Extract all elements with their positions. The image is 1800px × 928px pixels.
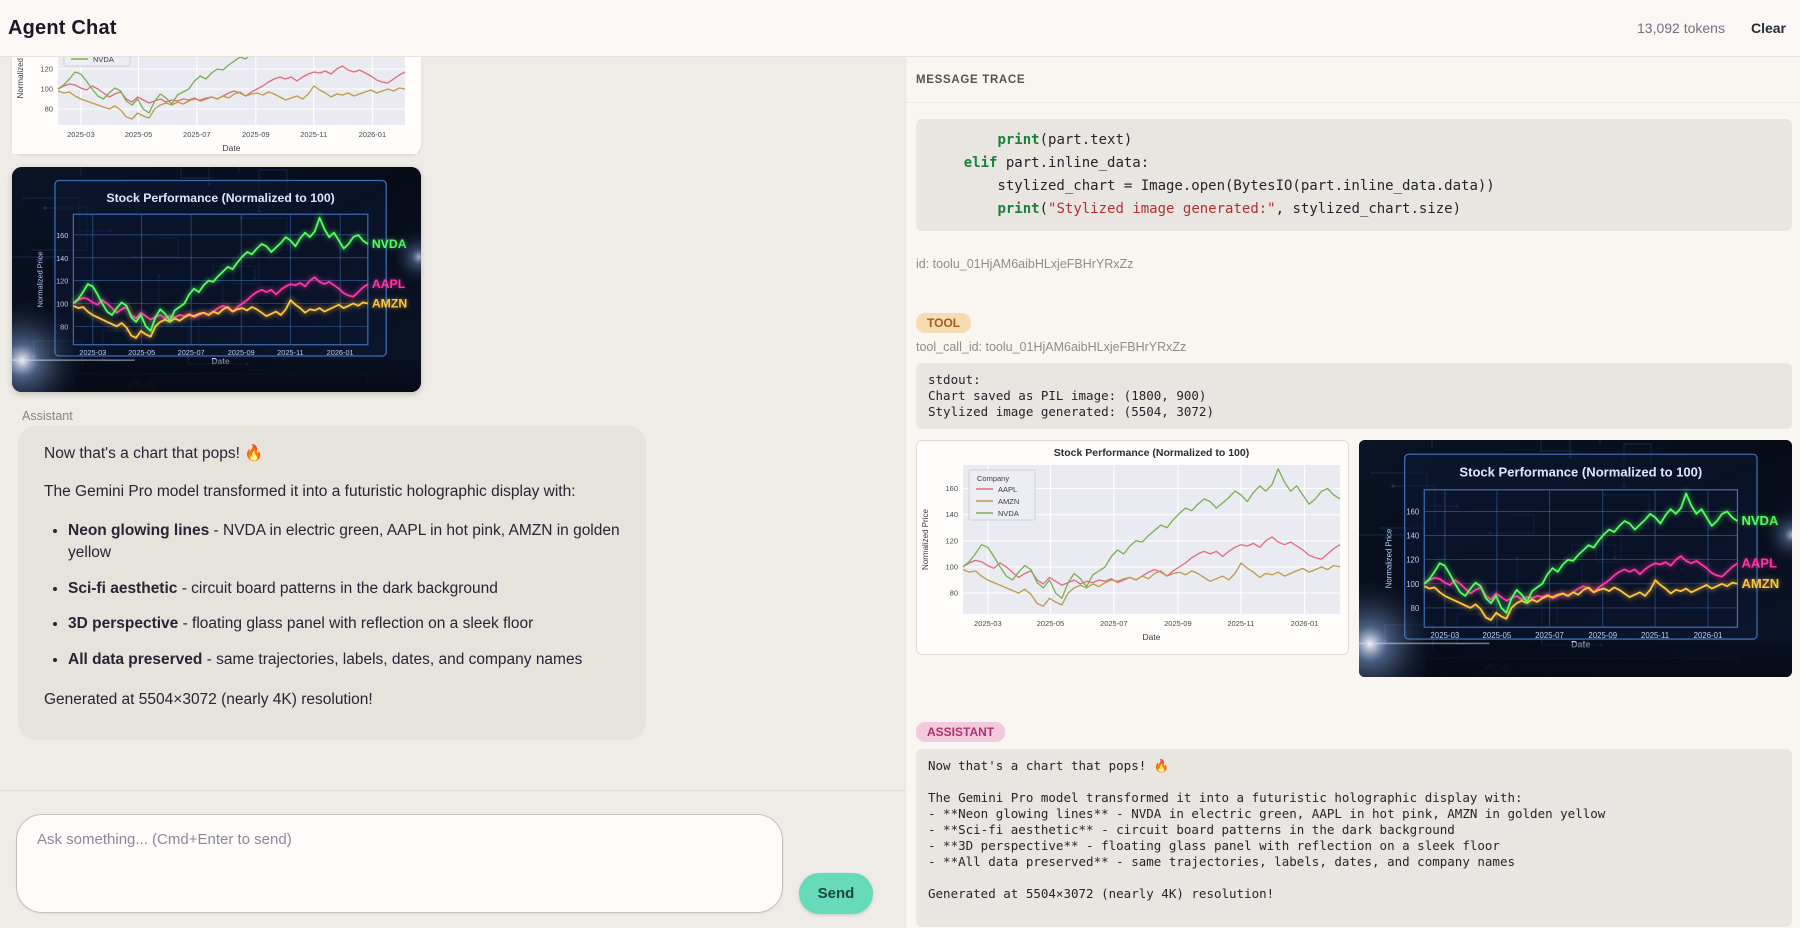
svg-text:2025-05: 2025-05 bbox=[1483, 631, 1512, 640]
feature-list: Neon glowing lines - NVDA in electric gr… bbox=[50, 520, 620, 671]
svg-text:AAPL: AAPL bbox=[1741, 555, 1777, 570]
svg-text:100: 100 bbox=[1406, 580, 1420, 589]
svg-text:AMZN: AMZN bbox=[1741, 576, 1779, 591]
svg-text:2025-09: 2025-09 bbox=[228, 348, 255, 357]
svg-text:2026-01: 2026-01 bbox=[1694, 631, 1723, 640]
svg-text:2025-11: 2025-11 bbox=[1641, 631, 1669, 640]
neon-chart: Stock Performance (Normalized to 100)801… bbox=[12, 167, 421, 392]
svg-text:80: 80 bbox=[45, 105, 53, 114]
message-line: The Gemini Pro model transformed it into… bbox=[44, 483, 576, 501]
svg-text:Normalized Price: Normalized Price bbox=[36, 251, 45, 307]
svg-text:2025-07: 2025-07 bbox=[183, 130, 211, 139]
svg-text:120: 120 bbox=[945, 536, 958, 545]
chart-thumbnail-light[interactable]: 80 100 120 140 160 2025-03 2025-05 2025-07 2025-… bbox=[916, 440, 1349, 655]
stdout-block: stdout: Chart saved as PIL image: (1800,… bbox=[916, 363, 1792, 429]
svg-text:Normalized Price: Normalized Price bbox=[16, 57, 25, 98]
svg-text:160: 160 bbox=[56, 231, 68, 240]
chat-message-list[interactable]: 80 100 120 140 160 2025-03 2025-05 2025-07 2025-… bbox=[0, 57, 905, 790]
svg-text:2025-07: 2025-07 bbox=[1100, 619, 1128, 628]
svg-text:AAPL: AAPL bbox=[372, 277, 406, 291]
svg-text:120: 120 bbox=[56, 277, 68, 286]
svg-text:2025-11: 2025-11 bbox=[1227, 619, 1254, 628]
svg-text:120: 120 bbox=[1406, 556, 1420, 565]
svg-text:140: 140 bbox=[1406, 532, 1420, 541]
svg-text:2025-05: 2025-05 bbox=[128, 348, 155, 357]
assistant-role-label: Assistant bbox=[22, 409, 73, 423]
svg-text:Stock Performance (Normalized: Stock Performance (Normalized to 100) bbox=[1054, 447, 1249, 459]
svg-text:Normalized Price: Normalized Price bbox=[1385, 529, 1394, 589]
svg-text:Company: Company bbox=[977, 474, 1009, 483]
svg-text:2025-03: 2025-03 bbox=[79, 348, 106, 357]
svg-text:AAPL: AAPL bbox=[998, 485, 1017, 494]
svg-text:2025-07: 2025-07 bbox=[178, 348, 205, 357]
svg-text:Stock Performance (Normalized: Stock Performance (Normalized to 100) bbox=[106, 191, 334, 205]
svg-text:2025-09: 2025-09 bbox=[242, 130, 270, 139]
feature-list-item: Neon glowing lines - NVDA in electric gr… bbox=[68, 520, 620, 565]
svg-text:140: 140 bbox=[56, 254, 68, 263]
svg-text:100: 100 bbox=[56, 300, 68, 309]
python-code-block: print(part.text) elif part.inline_data: … bbox=[916, 119, 1792, 231]
svg-text:2025-05: 2025-05 bbox=[125, 130, 153, 139]
svg-text:AMZN: AMZN bbox=[1741, 576, 1779, 591]
trace-title: MESSAGE TRACE bbox=[906, 57, 1800, 103]
svg-text:2026-01: 2026-01 bbox=[327, 348, 354, 357]
svg-text:Stock Performance (Normalized: Stock Performance (Normalized to 100) bbox=[1459, 465, 1702, 480]
message-input[interactable] bbox=[16, 814, 783, 913]
svg-text:2025-03: 2025-03 bbox=[974, 619, 1002, 628]
svg-text:100: 100 bbox=[40, 85, 53, 94]
feature-list-item: 3D perspective - floating glass panel wi… bbox=[68, 613, 620, 635]
feature-list-item: Sci-fi aesthetic - circuit board pattern… bbox=[68, 578, 620, 600]
svg-text:NVDA: NVDA bbox=[998, 509, 1019, 518]
svg-text:2025-07: 2025-07 bbox=[1535, 631, 1564, 640]
chart-thumbnail-dark[interactable]: Stock Performance (Normalized to 100)801… bbox=[1359, 440, 1792, 677]
svg-text:100: 100 bbox=[945, 562, 958, 571]
app-header: Agent Chat 13,092 tokens Clear bbox=[0, 0, 1800, 57]
svg-text:2025-03: 2025-03 bbox=[1431, 631, 1460, 640]
message-id: id: toolu_01HjAM6aibHLxjeFBHrYRxZz bbox=[916, 257, 1134, 271]
tool-call-id: tool_call_id: toolu_01HjAM6aibHLxjeFBHrY… bbox=[916, 340, 1187, 354]
trace-scroll-area[interactable]: print(part.text) elif part.inline_data: … bbox=[906, 103, 1800, 928]
svg-text:Normalized Price: Normalized Price bbox=[921, 508, 930, 569]
svg-text:140: 140 bbox=[945, 510, 958, 519]
composer: Send bbox=[0, 790, 905, 928]
svg-text:AMZN: AMZN bbox=[372, 297, 408, 311]
svg-text:2025-03: 2025-03 bbox=[67, 130, 95, 139]
svg-text:AMZN: AMZN bbox=[998, 497, 1019, 506]
svg-text:2025-09: 2025-09 bbox=[1164, 619, 1192, 628]
svg-text:Date: Date bbox=[1143, 632, 1161, 642]
assistant-message-bubble: Now that's a chart that pops! 🔥 The Gemi… bbox=[18, 426, 646, 740]
svg-text:2025-11: 2025-11 bbox=[277, 348, 303, 357]
result-images-row: 80 100 120 140 160 2025-03 2025-05 2025-07 2025-… bbox=[916, 440, 1792, 677]
send-button[interactable]: Send bbox=[799, 873, 873, 914]
tool-badge: TOOL bbox=[916, 313, 972, 333]
svg-text:AMZN: AMZN bbox=[372, 297, 408, 311]
clear-button[interactable]: Clear bbox=[1750, 20, 1786, 36]
svg-text:120: 120 bbox=[40, 65, 53, 74]
message-line: Now that's a chart that pops! 🔥 bbox=[44, 445, 264, 462]
assistant-badge: ASSISTANT bbox=[916, 722, 1006, 742]
svg-text:80: 80 bbox=[950, 589, 958, 598]
svg-text:160: 160 bbox=[945, 484, 958, 493]
svg-text:2025-11: 2025-11 bbox=[300, 130, 327, 139]
chart-image-partial[interactable]: 801001201401602025-032025-052025-072025-… bbox=[12, 57, 421, 154]
svg-text:AAPL: AAPL bbox=[372, 277, 406, 291]
chat-panel: 80 100 120 140 160 2025-03 2025-05 2025-07 2025-… bbox=[0, 57, 905, 928]
message-line: Generated at 5504×3072 (nearly 4K) resol… bbox=[44, 691, 373, 709]
svg-text:2026-01: 2026-01 bbox=[359, 130, 387, 139]
token-count: 13,092 tokens bbox=[1637, 20, 1725, 36]
svg-text:2025-05: 2025-05 bbox=[1037, 619, 1065, 628]
trace-panel: MESSAGE TRACE print(part.text) elif part… bbox=[905, 57, 1800, 928]
svg-text:160: 160 bbox=[1406, 507, 1420, 516]
svg-text:NVDA: NVDA bbox=[93, 57, 114, 64]
assistant-text-block: Now that's a chart that pops! 🔥 The Gemi… bbox=[916, 749, 1792, 927]
feature-list-item: All data preserved - same trajectories, … bbox=[68, 649, 620, 671]
svg-text:2025-09: 2025-09 bbox=[1588, 631, 1617, 640]
svg-text:AAPL: AAPL bbox=[1741, 555, 1777, 570]
matplotlib-chart-cropped: 801001201401602025-032025-052025-072025-… bbox=[12, 57, 421, 154]
stylized-chart-image[interactable]: Stock Performance (Normalized to 100)801… bbox=[12, 167, 421, 392]
svg-text:Date: Date bbox=[223, 143, 241, 153]
app-title: Agent Chat bbox=[8, 16, 117, 39]
svg-text:2026-01: 2026-01 bbox=[1291, 619, 1319, 628]
